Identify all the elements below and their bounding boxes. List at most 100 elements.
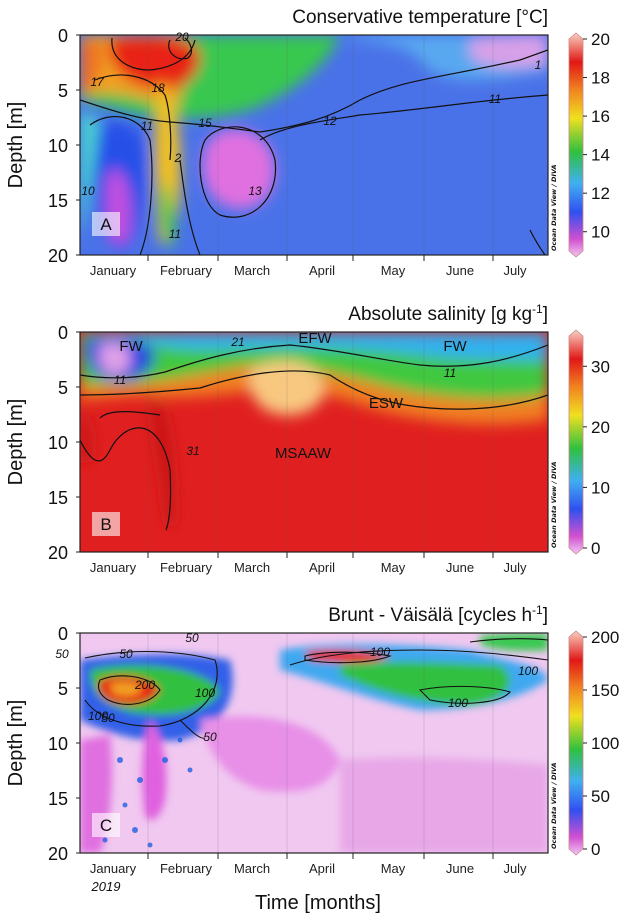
panel-c-colorbar-tick-label: 0 (591, 840, 600, 859)
panel-b-heatmap (80, 332, 548, 552)
panel-b-water-mass-label: FW (119, 338, 143, 355)
panel-b-ylabel: Depth [m] (5, 399, 27, 486)
panel-c-x-tick-label: January (90, 861, 137, 876)
panel-c-y-tick-label: 20 (48, 844, 68, 864)
panel-a-contour-label: 11 (489, 92, 501, 106)
panel-a-y-tick-label: 15 (48, 191, 68, 211)
panel-a-x-tick-label: January (90, 263, 137, 278)
panel-c-colorbar-tick-label: 200 (591, 628, 619, 647)
panel-a-contour-label: 13 (248, 184, 262, 198)
panel-b-x-tick-label: April (309, 560, 335, 575)
panel-b-title: Absolute salinity [g kg-1] (348, 302, 548, 325)
panel-a-contour-label: 10 (81, 184, 95, 198)
panel-a-y-tick-label: 20 (48, 246, 68, 266)
panel-b-y-tick-label: 20 (48, 543, 68, 563)
panel-a-contour-label: 11 (141, 119, 153, 133)
panel-a-x-tick-label: May (381, 263, 406, 278)
panel-a-contour-label: 12 (323, 114, 337, 128)
panel-c-colorbar (568, 630, 584, 856)
panel-c-x-tick-label: July (503, 861, 527, 876)
panel-b-colorbar-tick-label: 20 (591, 418, 610, 437)
panel-c-label-box (92, 813, 120, 837)
panel-a-contour-label: 15 (198, 116, 212, 130)
panel-c-contour-label: 100 (88, 709, 108, 723)
panel-c-ylabel: Depth [m] (5, 700, 27, 787)
panel-b-colorbar (568, 329, 584, 555)
panel-c-x-tick-label: February (160, 861, 213, 876)
panel-b-y-tick-label: 5 (58, 378, 68, 398)
panel-a-x-tick-label: April (309, 263, 335, 278)
panel-c-contour-label: 50 (119, 647, 133, 661)
panel-a-contour-label: 20 (174, 30, 189, 44)
panel-b-colorbar-tick-label: 0 (591, 539, 600, 558)
panel-b-x-tick-label: February (160, 560, 213, 575)
panel-b-water-mass-label: FW (443, 338, 467, 355)
panel-a-contour-label: 17 (90, 75, 105, 89)
panel-c-contour-label: 100 (448, 696, 468, 710)
panel-c-contour-label: 100 (518, 664, 538, 678)
panel-b-y-tick-label: 10 (48, 433, 68, 453)
panel-a-y-tick-label: 0 (58, 26, 68, 46)
panel-c-x-tick-label: April (309, 861, 335, 876)
panel-b-contour-label: 31 (186, 444, 199, 458)
panel-a-colorbar-tick-label: 18 (591, 69, 610, 88)
panel-c-y-tick-label: 0 (58, 624, 68, 644)
panel-b-water-mass-label: MSAAW (275, 445, 332, 462)
panel-c-contour-label: 50 (55, 647, 69, 661)
panel-a-contour-label: 11 (169, 227, 181, 241)
panel-c-contour-label: 200 (134, 678, 155, 692)
panel-b-contour-label: 11 (114, 373, 126, 387)
panel-b-y-tick-label: 0 (58, 323, 68, 343)
panel-a-colorbar-tick-label: 16 (591, 107, 610, 126)
panel-b-colorbar-tick-label: 30 (591, 357, 610, 376)
panel-a-x-tick-label: June (446, 263, 474, 278)
panel-b-x-tick-label: March (234, 560, 270, 575)
panel-a-label: A (100, 215, 112, 234)
panel-a-colorbar-tick-label: 14 (591, 146, 610, 165)
panel-a-y-tick-label: 5 (58, 81, 68, 101)
panel-c-y-tick-label: 10 (48, 734, 68, 754)
x-axis-label: Time [months] (255, 892, 381, 914)
panel-c-x-tick-label: May (381, 861, 406, 876)
panel-b-watermark: Ocean Data View / DIVA (550, 462, 558, 549)
panel-c-contour-label: 50 (101, 711, 115, 725)
panel-c-y-tick-label: 15 (48, 789, 68, 809)
panel-c-x-tick-label: March (234, 861, 270, 876)
panel-a-ylabel: Depth [m] (5, 102, 27, 189)
panel-a-x-tick-label: February (160, 263, 213, 278)
panel-a-colorbar-tick-label: 12 (591, 184, 610, 203)
panel-b-colorbar-tick-label: 10 (591, 478, 610, 497)
panel-c-contour-label: 100 (195, 686, 215, 700)
panel-a-watermark: Ocean Data View / DIVA (550, 165, 558, 252)
panel-a-contour-label: 18 (151, 81, 165, 95)
panel-a-x-tick-label: July (503, 263, 527, 278)
panel-c-label: C (100, 816, 112, 835)
panel-b-water-mass-label: EFW (298, 330, 332, 347)
panel-a-colorbar-tick-label: 20 (591, 30, 610, 49)
panel-a-contour-label: 2 (174, 151, 182, 165)
panel-c-y-tick-label: 5 (58, 679, 68, 699)
panel-c-title: Brunt - Väisälä [cycles h-1] (328, 603, 548, 626)
panel-b-x-tick-label: January (90, 560, 137, 575)
panel-a-x-tick-label: March (234, 263, 270, 278)
panel-a-label-box (92, 212, 120, 236)
panel-a-title: Conservative temperature [°C] (292, 7, 548, 28)
panel-a-colorbar-tick-label: 10 (591, 223, 610, 242)
panel-c-colorbar-tick-label: 100 (591, 734, 619, 753)
panel-b-water-mass-label: ESW (369, 395, 404, 412)
panel-b-x-tick-label: May (381, 560, 406, 575)
panel-c-heatmap (80, 633, 548, 853)
panel-b-x-tick-label: July (503, 560, 527, 575)
panel-c-contour-label: 100 (370, 645, 390, 659)
panel-c-x-tick-label: June (446, 861, 474, 876)
panel-b-contour-label: 21 (230, 335, 244, 349)
panel-b-x-tick-label: June (446, 560, 474, 575)
year-label: 2019 (91, 879, 121, 894)
panel-b-label-box (92, 512, 120, 536)
panel-a-contour-label: 1 (535, 58, 542, 72)
panel-c-contour-label: 50 (185, 631, 199, 645)
panel-a-y-tick-label: 10 (48, 136, 68, 156)
panel-c-watermark: Ocean Data View / DIVA (550, 763, 558, 850)
panel-b-label: B (100, 515, 111, 534)
panel-c-colorbar-tick-label: 50 (591, 787, 610, 806)
